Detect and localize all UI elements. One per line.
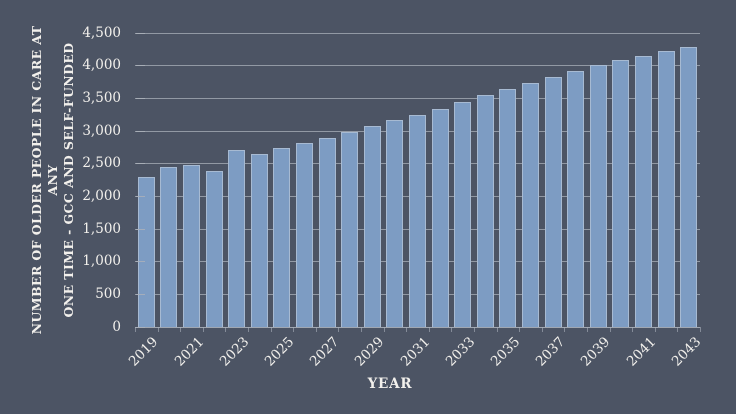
bar-2030 [386, 120, 404, 327]
bar-2032 [431, 108, 449, 327]
gridline [135, 97, 700, 99]
bar-2019 [137, 177, 155, 327]
bar-2040 [612, 60, 630, 327]
bar-2035 [499, 89, 517, 327]
y-tick-mark [136, 130, 145, 132]
y-tick-mark [136, 97, 145, 99]
bar-2037 [544, 76, 562, 327]
y-tick-label: 3,500 [82, 89, 121, 106]
x-tick-mark [609, 327, 611, 332]
bar-2033 [454, 101, 472, 327]
bar-2029 [363, 125, 381, 327]
x-tick-mark [202, 327, 204, 332]
y-tick-label: 1,500 [82, 220, 121, 237]
x-tick-mark [135, 327, 136, 332]
y-tick-mark [136, 65, 145, 67]
x-tick-mark [474, 327, 475, 332]
x-tick-mark [632, 327, 634, 332]
x-tick-mark [519, 327, 521, 332]
bar-2024 [250, 153, 268, 327]
bar-2020 [160, 167, 178, 327]
bar-2041 [635, 55, 652, 327]
bar-2031 [409, 114, 426, 327]
bar-2025 [273, 148, 291, 327]
y-tick-label: 500 [95, 285, 121, 302]
y-tick-label: 4,000 [82, 57, 121, 74]
x-tick-mark [225, 327, 227, 332]
y-tick-mark [136, 326, 145, 328]
x-tick-mark [270, 327, 272, 332]
bar-2021 [183, 164, 200, 327]
bar-2027 [318, 138, 336, 327]
bar-2039 [589, 65, 607, 327]
y-tick-mark [136, 163, 145, 165]
y-tick-label: 1,000 [82, 253, 121, 270]
y-tick-label: 2,500 [82, 155, 121, 172]
x-tick-mark [406, 327, 408, 332]
x-tick-mark [248, 327, 249, 332]
x-axis-baseline [135, 327, 700, 328]
y-tick-mark [136, 32, 145, 34]
x-tick-mark [564, 327, 566, 332]
y-tick-label: 4,500 [82, 24, 121, 41]
bar-2026 [296, 143, 313, 327]
bar-2043 [680, 47, 698, 327]
y-tick-mark [136, 293, 145, 295]
x-tick-mark [180, 327, 182, 332]
y-tick-mark [136, 261, 145, 263]
x-tick-mark [338, 327, 340, 332]
x-tick-mark [451, 327, 453, 332]
x-tick-mark [496, 327, 498, 332]
bar-2038 [567, 70, 585, 327]
x-tick-mark [677, 327, 679, 332]
x-axis-title: YEAR [367, 376, 413, 392]
x-tick-mark [361, 327, 362, 332]
x-tick-mark [157, 327, 159, 332]
gridline [135, 65, 700, 67]
x-tick-mark [654, 327, 656, 332]
bar-2042 [657, 51, 675, 327]
bar-2028 [341, 132, 359, 327]
x-tick-mark [541, 327, 543, 332]
y-tick-mark [136, 195, 145, 197]
x-tick-mark [428, 327, 430, 332]
bar-2023 [228, 150, 246, 327]
x-tick-mark [587, 327, 588, 332]
x-tick-mark [315, 327, 317, 332]
x-tick-mark [700, 327, 701, 332]
y-tick-label: 0 [112, 318, 121, 335]
y-tick-label: 3,000 [82, 122, 121, 139]
x-tick-mark [293, 327, 295, 332]
plot-area [135, 32, 700, 328]
bar-2034 [476, 95, 494, 327]
x-tick-mark [383, 327, 385, 332]
bar-2022 [205, 171, 223, 327]
gridline [135, 32, 700, 34]
bar-2036 [522, 83, 539, 327]
y-tick-label: 2,000 [82, 187, 121, 204]
y-tick-mark [136, 228, 145, 230]
